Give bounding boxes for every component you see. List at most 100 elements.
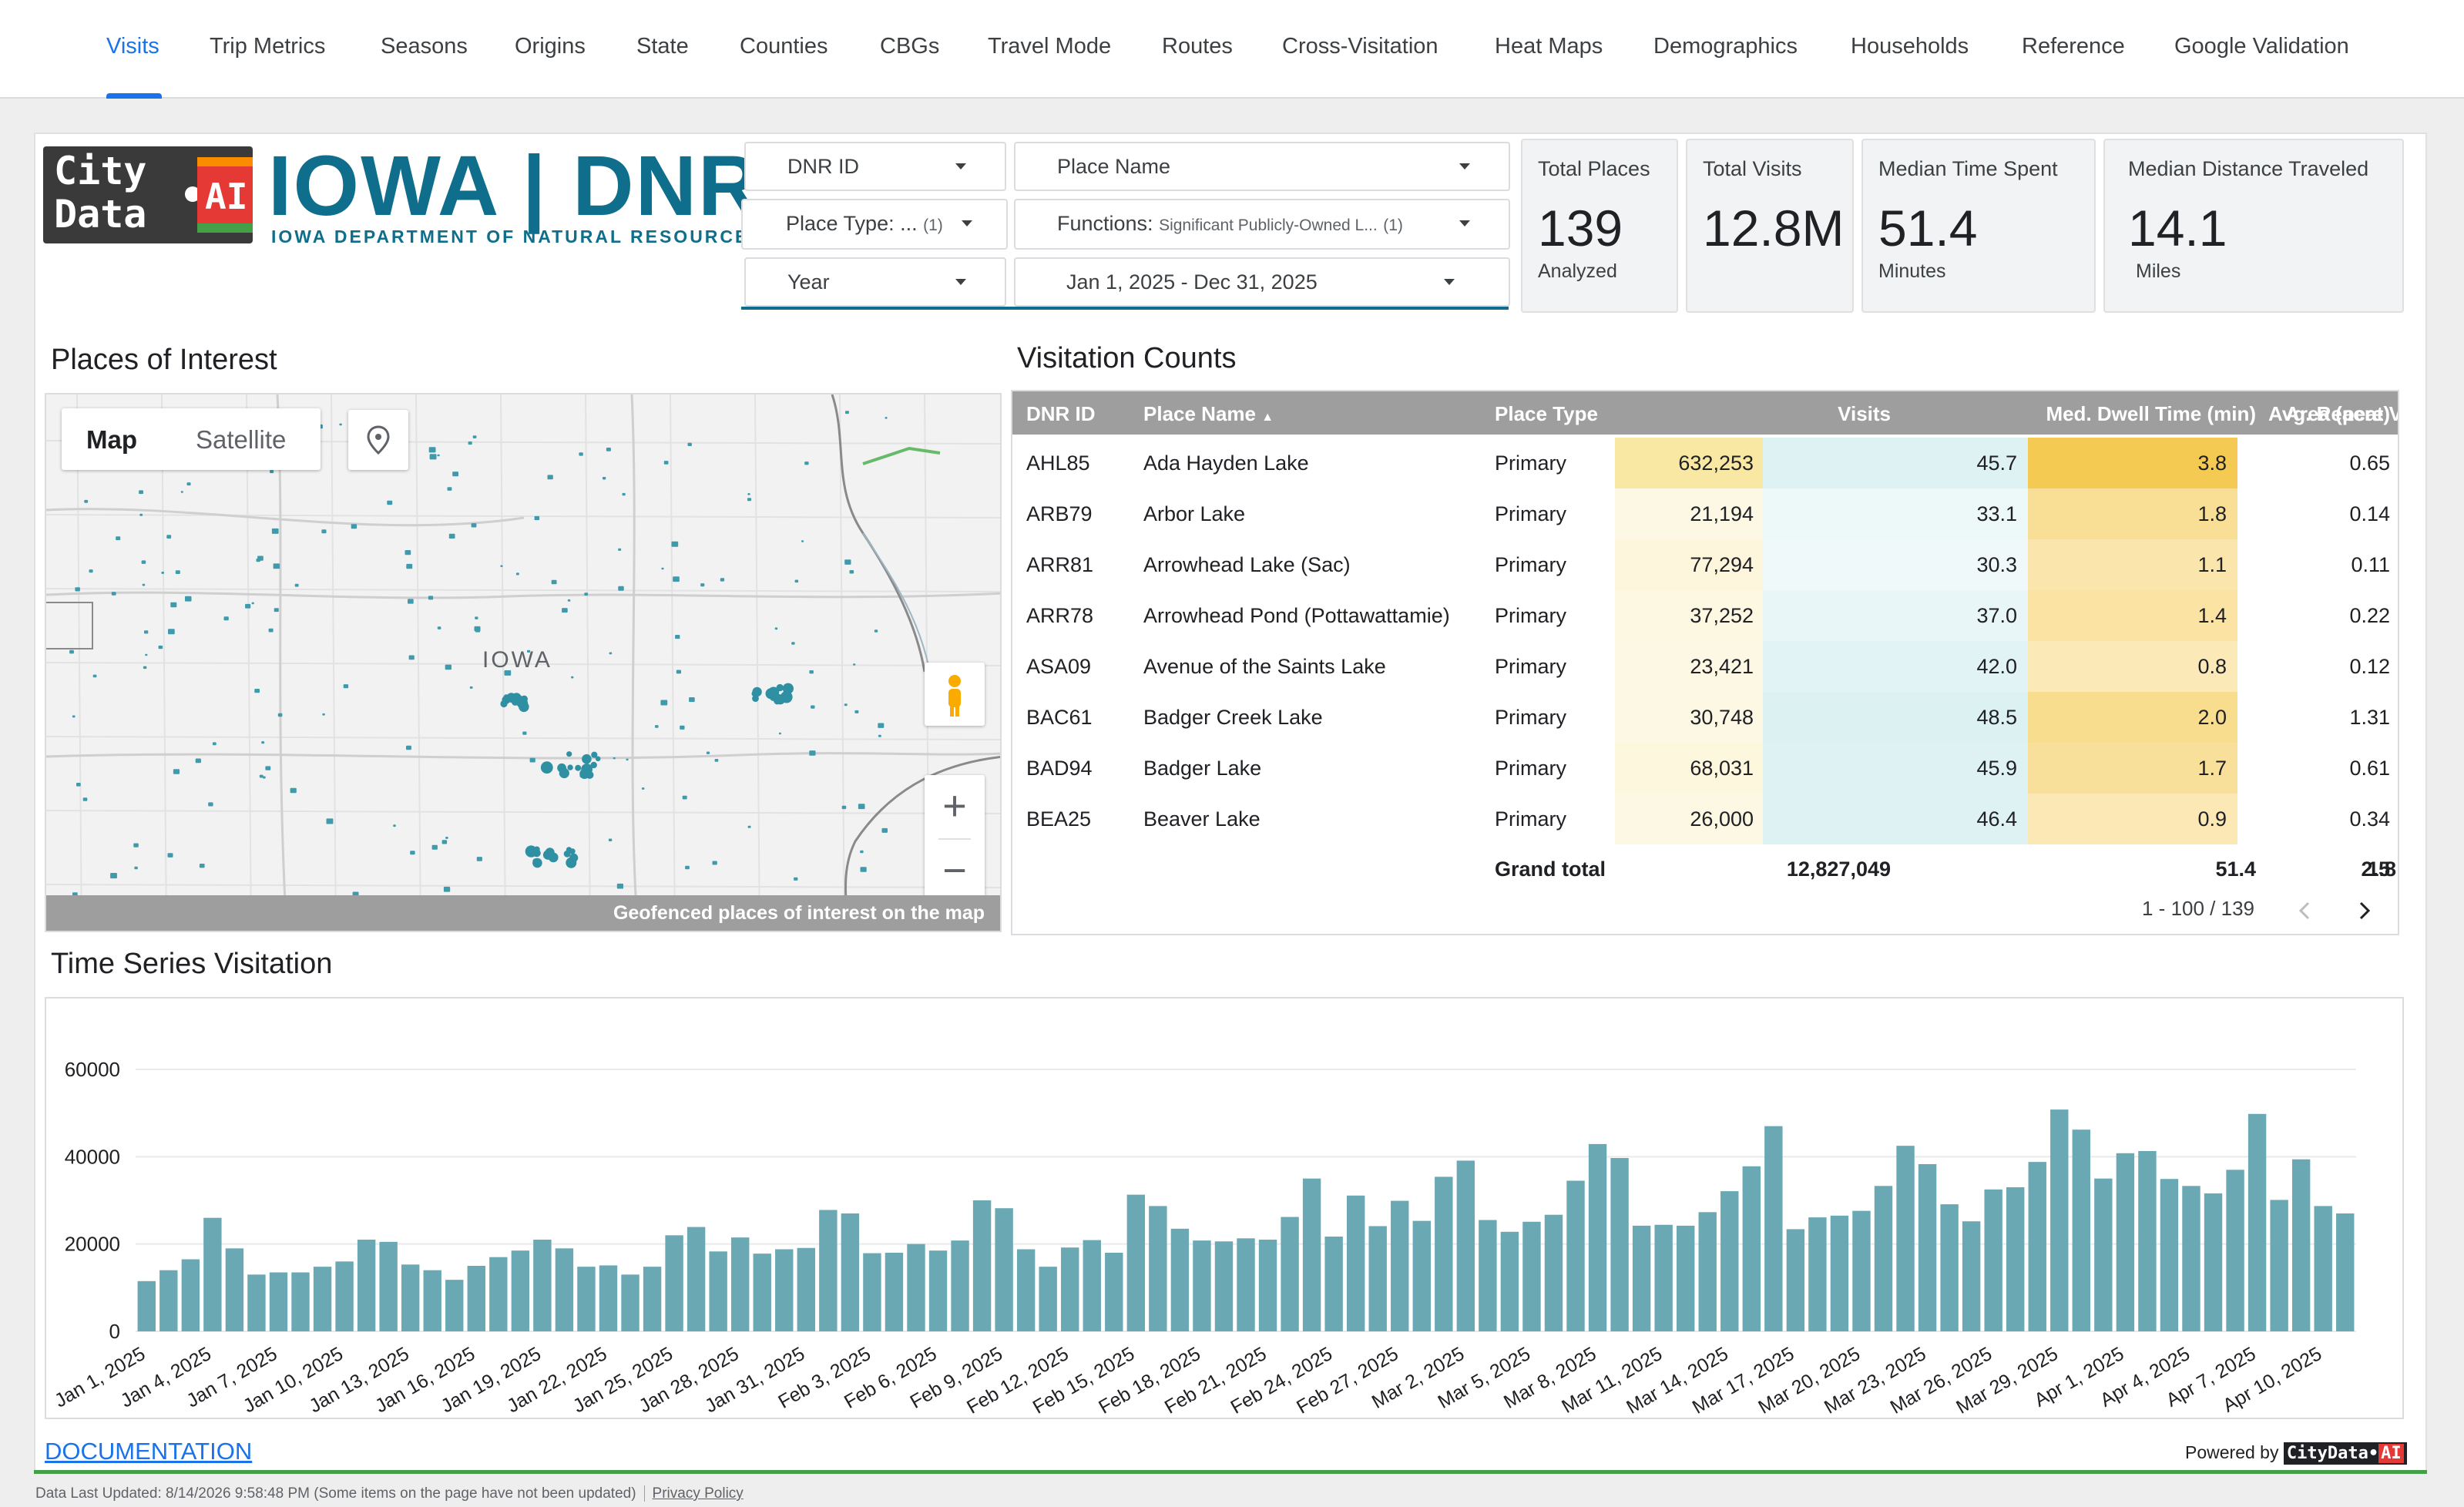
col-repeat[interactable]: Avg. Repeat Visits: [2268, 402, 2398, 425]
tab-google-validation[interactable]: Google Validation: [2174, 34, 2349, 59]
zoom-out-button[interactable]: −: [942, 847, 967, 894]
date-range-filter[interactable]: Jan 1, 2025 - Dec 31, 2025: [1014, 257, 1510, 307]
table-row[interactable]: BAD94 Badger Lake Primary 68,031 45.9 1.7 0.61: [1012, 743, 2398, 794]
table-row[interactable]: ARB79 Arbor Lake Primary 21,194 33.1 1.8 0.14: [1012, 488, 2398, 539]
badge-brand: CityData: [2286, 1444, 2368, 1464]
place-marker: [406, 563, 413, 569]
heat-cell-bg: [1763, 438, 2028, 488]
lake-cluster: [579, 773, 585, 778]
table-row[interactable]: BAC61 Badger Creek Lake Primary 30,748 48.5 2…: [1012, 692, 2398, 743]
place-marker: [408, 599, 414, 604]
map-view-button[interactable]: Map: [86, 425, 137, 454]
bar: [1698, 1212, 1717, 1331]
tab-state[interactable]: State: [636, 34, 689, 59]
next-page-button[interactable]: [2350, 897, 2378, 925]
locate-button[interactable]: [348, 410, 408, 470]
table-row[interactable]: ASA09 Avenue of the Saints Lake Primary 23,…: [1012, 641, 2398, 692]
cell-repeat: 1.4: [2197, 604, 2227, 627]
col-area[interactable]: Area (acre): [2285, 402, 2390, 425]
col-place-name[interactable]: Place Name ▲: [1143, 402, 1274, 426]
map-canvas[interactable]: [46, 394, 1002, 932]
functions-filter[interactable]: Functions: Significant Publicly-Owned L.…: [1014, 199, 1510, 250]
last-updated-text: Data Last Updated: 8/14/2026 9:58:48 PM …: [35, 1485, 636, 1502]
cell-dnr-id: BAD94: [1026, 757, 1093, 780]
table-header: DNR ID Place Name ▲ Place Type Visits Me…: [1012, 391, 2398, 435]
county-line: [46, 514, 1000, 519]
tab-cross-visitation[interactable]: Cross-Visitation: [1282, 34, 1438, 59]
place-marker: [89, 569, 93, 573]
place-type-filter[interactable]: Place Type: ... (1): [741, 199, 1008, 250]
bar: [599, 1265, 618, 1331]
bar: [1016, 1249, 1036, 1331]
cell-visits: 77,294: [1690, 553, 1754, 576]
place-marker: [161, 572, 164, 574]
bottom-accent-bar: [34, 1470, 2427, 1474]
bar: [2204, 1193, 2223, 1331]
place-marker: [660, 700, 668, 706]
table-section-title: Visitation Counts: [1017, 342, 1237, 374]
places-map[interactable]: Map Satellite + − IOWA Geofenced places …: [45, 393, 1002, 932]
place-marker: [437, 454, 440, 457]
bar: [2094, 1178, 2113, 1331]
place-name-filter[interactable]: Place Name: [1014, 142, 1510, 191]
place-marker: [92, 674, 97, 678]
tab-counties[interactable]: Counties: [740, 34, 828, 59]
prev-page-button[interactable]: [2291, 897, 2319, 925]
street-view-button[interactable]: [925, 663, 985, 726]
bar: [1522, 1221, 1541, 1331]
col-dwell[interactable]: Med. Dwell Time (min): [2046, 402, 2256, 425]
place-marker: [406, 745, 411, 750]
bar: [2160, 1179, 2179, 1331]
tab-cbgs[interactable]: CBGs: [880, 34, 940, 59]
bar: [2006, 1187, 2025, 1331]
table-row[interactable]: AHL85 Ada Hayden Lake Primary 632,253 45.7 3.…: [1012, 438, 2398, 488]
bar: [313, 1267, 332, 1331]
bar: [928, 1250, 948, 1331]
bar: [621, 1274, 639, 1331]
tab-origins[interactable]: Origins: [515, 34, 586, 59]
cell-dwell: 45.7: [1976, 451, 2017, 475]
documentation-link[interactable]: DOCUMENTATION: [45, 1438, 253, 1465]
top-nav: Visits Trip Metrics Seasons Origins State Cou…: [0, 0, 2464, 99]
col-place-type[interactable]: Place Type: [1495, 402, 1598, 425]
county-line: [839, 394, 845, 931]
tab-demographics[interactable]: Demographics: [1653, 34, 1798, 59]
iowa-dnr-logo: IOWA | DNR: [268, 139, 761, 233]
dnr-id-filter[interactable]: DNR ID: [744, 142, 1006, 191]
satellite-view-button[interactable]: Satellite: [196, 425, 287, 454]
bar: [555, 1248, 574, 1331]
zoom-in-button[interactable]: +: [942, 783, 967, 829]
tab-trip-metrics[interactable]: Trip Metrics: [210, 34, 326, 59]
tab-reference[interactable]: Reference: [2022, 34, 2125, 59]
cell-area: 0.61: [2349, 757, 2390, 780]
place-marker: [199, 864, 205, 868]
tab-heat-maps[interactable]: Heat Maps: [1495, 34, 1603, 59]
bar: [225, 1248, 244, 1331]
cell-area: 0.65: [2349, 451, 2390, 475]
privacy-policy-link[interactable]: Privacy Policy: [643, 1485, 744, 1502]
grand-total-label: Grand total: [1495, 858, 1606, 881]
place-marker: [294, 583, 299, 587]
place-marker: [245, 603, 251, 609]
y-tick-label: 60000: [65, 1058, 120, 1081]
cell-place-name: Badger Lake: [1143, 757, 1262, 780]
tab-seasons[interactable]: Seasons: [381, 34, 468, 59]
tab-households[interactable]: Households: [1851, 34, 1969, 59]
heat-cell-bg: [2028, 539, 2237, 590]
year-filter[interactable]: Year: [744, 257, 1006, 307]
table-row[interactable]: ARR81 Arrowhead Lake (Sac) Primary 77,294 30…: [1012, 539, 2398, 590]
tab-routes[interactable]: Routes: [1162, 34, 1233, 59]
place-marker: [254, 689, 260, 693]
bar: [1632, 1225, 1651, 1331]
citydata-badge[interactable]: CityData• AI: [2283, 1442, 2407, 1465]
table-row[interactable]: BEA25 Beaver Lake Primary 26,000 46.4 0.9 0.34: [1012, 794, 2398, 844]
kpi-label: Total Visits: [1703, 157, 1802, 180]
tab-visits[interactable]: Visits: [106, 34, 159, 59]
place-marker: [475, 628, 481, 633]
tab-travel-mode[interactable]: Travel Mode: [988, 34, 1112, 59]
col-visits[interactable]: Visits: [1838, 402, 1891, 425]
place-marker: [133, 843, 139, 847]
bar: [1193, 1240, 1211, 1331]
col-dnr-id[interactable]: DNR ID: [1026, 402, 1096, 425]
table-row[interactable]: ARR78 Arrowhead Pond (Pottawattamie) Prima…: [1012, 590, 2398, 641]
